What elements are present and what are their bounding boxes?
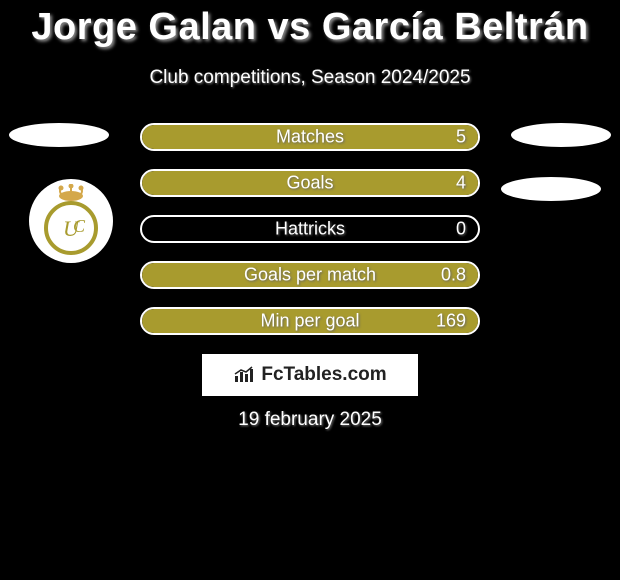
stat-label: Goals per match bbox=[244, 265, 376, 286]
stat-value: 0 bbox=[456, 219, 466, 240]
stat-value: 4 bbox=[456, 173, 466, 194]
stat-row: Goals per match 0.8 bbox=[140, 261, 480, 289]
stat-row: Goals 4 bbox=[140, 169, 480, 197]
stat-label: Goals bbox=[286, 173, 333, 194]
stat-label: Min per goal bbox=[260, 311, 359, 332]
club-crest-icon: U C bbox=[41, 184, 101, 258]
stat-value: 169 bbox=[436, 311, 466, 332]
brand-text: FcTables.com bbox=[261, 364, 386, 386]
stat-row: Matches 5 bbox=[140, 123, 480, 151]
player-right-pill bbox=[511, 123, 611, 147]
stat-value: 0.8 bbox=[441, 265, 466, 286]
player-left-pill bbox=[9, 123, 109, 147]
player-right-pill-2 bbox=[501, 177, 601, 201]
club-badge: U C bbox=[29, 179, 113, 263]
chart-icon bbox=[233, 366, 255, 384]
date-text: 19 february 2025 bbox=[0, 409, 620, 431]
stat-row: Min per goal 169 bbox=[140, 307, 480, 335]
stat-label: Hattricks bbox=[275, 219, 345, 240]
subtitle: Club competitions, Season 2024/2025 bbox=[0, 67, 620, 89]
stat-row: Hattricks 0 bbox=[140, 215, 480, 243]
stat-label: Matches bbox=[276, 127, 344, 148]
stats-bars: Matches 5 Goals 4 Hattricks 0 Goals per … bbox=[140, 123, 480, 353]
page-title: Jorge Galan vs García Beltrán bbox=[0, 0, 620, 49]
brand-banner: FcTables.com bbox=[202, 354, 418, 396]
svg-text:C: C bbox=[73, 216, 86, 236]
stat-value: 5 bbox=[456, 127, 466, 148]
